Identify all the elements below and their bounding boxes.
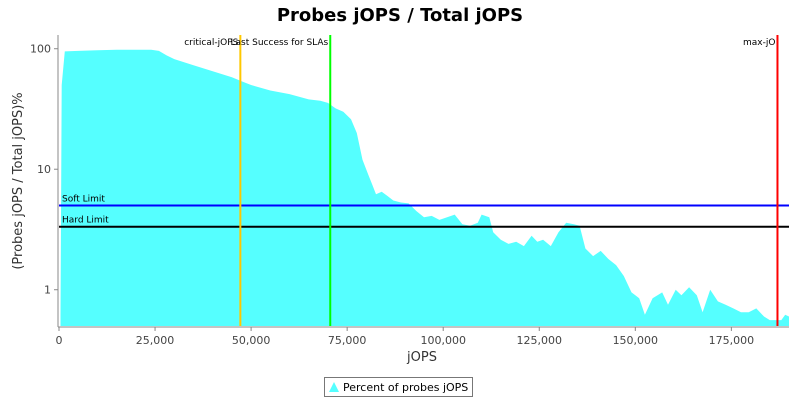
y-tick-label-0: 1 — [44, 284, 51, 297]
legend: Percent of probes jOPS — [324, 377, 474, 397]
x-axis-label: jOPS — [406, 350, 437, 365]
x-tick-label-1: 25,000 — [136, 334, 175, 347]
vline-label-0: critical-jOPS — [184, 38, 238, 48]
legend-label: Percent of probes jOPS — [343, 380, 469, 394]
hline-label-0: Soft Limit — [62, 195, 105, 205]
vline-label-1: Last Success for SLAs — [231, 38, 329, 48]
y-tick-label-2: 100 — [30, 43, 51, 56]
series-area-0 — [60, 49, 789, 327]
chart-title: Probes jOPS / Total jOPS — [277, 5, 523, 26]
x-tick-label-3: 75,000 — [328, 334, 367, 347]
vline-label-2: max-jO — [743, 38, 775, 48]
x-tick-label-4: 100,000 — [420, 334, 466, 347]
area-layer — [60, 49, 789, 327]
hline-label-1: Hard Limit — [62, 216, 109, 226]
axis-layer: 0 25,000 50,000 75,000 100,000 125,000 150,000… — [30, 35, 789, 347]
x-tick-label-2: 50,000 — [232, 334, 271, 347]
x-tick-label-0: 0 — [56, 334, 63, 347]
x-tick-label-5: 125,000 — [517, 334, 563, 347]
x-tick-label-7: 175,000 — [709, 334, 755, 347]
x-tick-label-6: 150,000 — [613, 334, 659, 347]
legend-swatch-icon — [329, 382, 339, 392]
y-axis-label: (Probes jOPS / Total jOPS)% — [11, 92, 26, 269]
y-tick-label-1: 10 — [37, 163, 51, 176]
